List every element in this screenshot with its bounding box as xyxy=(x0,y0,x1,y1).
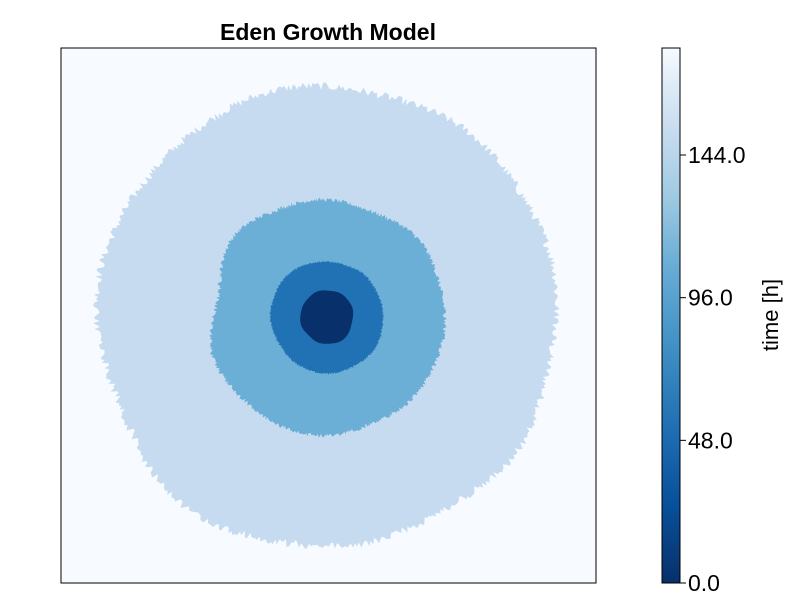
chart-title: Eden Growth Model xyxy=(220,19,436,45)
colorbar-tick-label: 48.0 xyxy=(688,427,733,453)
plot-frame xyxy=(60,47,597,584)
colorbar-label: time [h] xyxy=(758,279,783,351)
plot-area xyxy=(60,47,597,584)
colorbar-gradient xyxy=(662,48,680,583)
seed xyxy=(300,290,354,344)
colorbar: 0.0 48.0 96.0 144.0 time [h] xyxy=(661,47,783,596)
colorbar-tick-label: 144.0 xyxy=(688,142,746,168)
colorbar-frame xyxy=(661,47,681,584)
colorbar-tick-label: 96.0 xyxy=(688,285,733,311)
colorbar-tick-label: 0.0 xyxy=(688,570,720,596)
